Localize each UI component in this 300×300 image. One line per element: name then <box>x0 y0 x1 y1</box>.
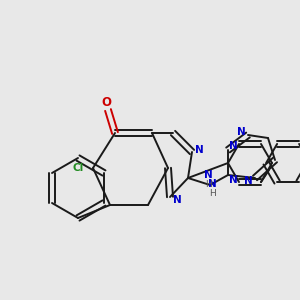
Text: H: H <box>208 190 215 199</box>
Text: N: N <box>208 179 216 189</box>
Text: N: N <box>204 170 212 181</box>
Text: N: N <box>195 145 203 155</box>
Text: N: N <box>244 176 252 186</box>
Text: N: N <box>229 141 237 151</box>
Text: N: N <box>237 127 245 137</box>
Text: N: N <box>229 175 237 185</box>
Text: H: H <box>205 180 212 189</box>
Text: Cl: Cl <box>72 163 84 173</box>
Text: O: O <box>101 95 111 109</box>
Text: N: N <box>172 195 182 205</box>
